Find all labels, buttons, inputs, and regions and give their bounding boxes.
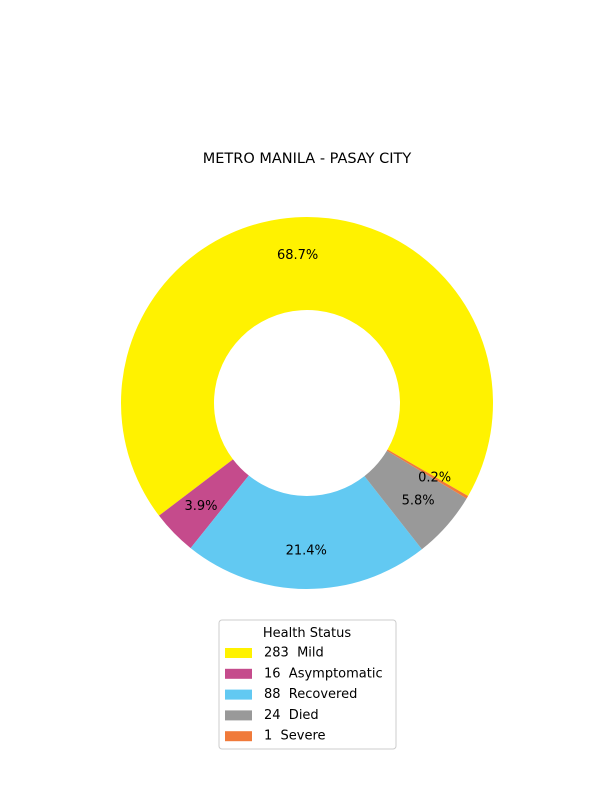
legend-label-asymptomatic: 16 Asymptomatic	[264, 666, 383, 681]
legend-swatch-asymptomatic	[225, 668, 252, 679]
percent-label-recovered: 21.4%	[286, 543, 327, 558]
chart-title: METRO MANILA - PASAY CITY	[203, 151, 412, 167]
percent-label-severe: 0.2%	[418, 470, 451, 485]
slice-died	[364, 450, 467, 550]
legend-swatch-severe	[225, 731, 252, 742]
slice-asymptomatic	[159, 459, 249, 549]
donut-slices	[120, 217, 494, 589]
legend-label-recovered: 88 Recovered	[264, 687, 357, 702]
slice-severe	[386, 449, 469, 499]
legend-label-died: 24 Died	[264, 708, 319, 723]
legend-label-mild: 283 Mild	[264, 646, 324, 661]
percent-label-asymptomatic: 3.9%	[185, 499, 218, 514]
legend-items: 283 Mild 16 Asymptomatic 88 Recovered 24 Di…	[225, 646, 383, 744]
legend-title: Health Status	[263, 626, 351, 641]
percent-label-mild: 68.7%	[277, 248, 318, 263]
slice-mild	[120, 217, 494, 516]
percent-labels: 68.7% 3.9% 21.4% 5.8% 0.2%	[185, 248, 452, 559]
legend-label-severe: 1 Severe	[264, 729, 326, 744]
legend-frame	[218, 619, 397, 750]
slice-recovered	[190, 475, 422, 589]
legend-swatch-recovered	[225, 689, 252, 700]
percent-label-died: 5.8%	[402, 493, 435, 508]
legend-swatch-mild	[225, 648, 252, 658]
legend-swatch-died	[225, 710, 252, 721]
legend: Health Status 283 Mild 16 Asymptomatic 88 …	[218, 619, 397, 750]
